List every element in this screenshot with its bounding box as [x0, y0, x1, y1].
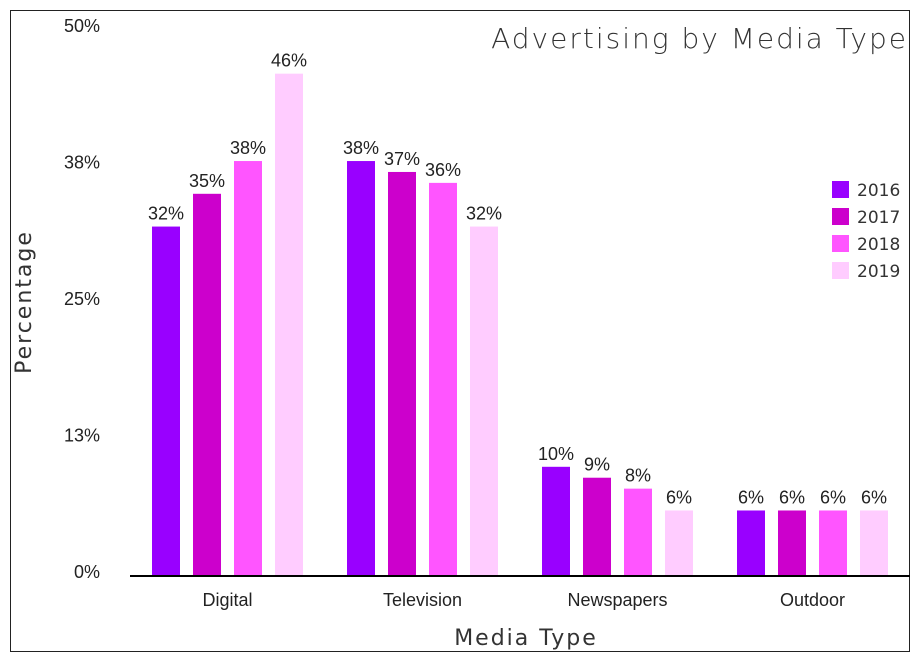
data-label: 6%	[820, 487, 846, 507]
data-labels: 32%35%38%46%38%37%36%32%10%9%8%6% 6% 6% 6% 6…	[148, 51, 887, 508]
legend-swatch-2019	[832, 262, 849, 279]
bar-newspapers-2019	[665, 510, 693, 576]
x-category-label: Television	[383, 590, 462, 610]
y-tick-label: 25%	[64, 289, 100, 309]
legend-swatch-2017	[832, 208, 849, 225]
bar-outdoor-2019	[860, 510, 888, 576]
data-label: 38%	[230, 138, 266, 158]
x-category-label: Newspapers	[567, 590, 667, 610]
legend: 2016 2017 2018 2019	[832, 181, 900, 282]
data-label: 6%	[666, 487, 692, 507]
x-axis-title: Media Type	[454, 626, 598, 651]
data-label: 36%	[425, 160, 461, 180]
bar-television-2018	[429, 182, 457, 576]
x-category-label: Outdoor	[780, 590, 845, 610]
data-label: 10%	[538, 444, 574, 464]
legend-swatch-2018	[832, 235, 849, 252]
data-label: 6%	[738, 487, 764, 507]
bar-newspapers-2018	[624, 488, 652, 576]
y-tick-label: 50%	[64, 16, 100, 36]
bar-television-2017	[388, 171, 416, 576]
y-axis-title: Percentage	[12, 230, 37, 374]
legend-swatch-2016	[832, 181, 849, 198]
bar-outdoor-2017	[778, 510, 806, 576]
data-label: 32%	[148, 204, 184, 224]
data-label: 6%	[779, 487, 805, 507]
bar-digital-2017	[193, 193, 221, 577]
data-label: 6%	[861, 487, 887, 507]
y-axis-ticks: 0% 13% 25% 38% 50%	[64, 16, 100, 582]
bar-outdoor-2016	[737, 510, 765, 576]
bar-outdoor-2018	[819, 510, 847, 576]
y-tick-label: 0%	[74, 562, 100, 582]
x-category-label: Digital	[202, 590, 252, 610]
data-label: 38%	[343, 138, 379, 158]
bar-newspapers-2017	[583, 477, 611, 576]
data-label: 8%	[625, 466, 651, 486]
bar-television-2019	[470, 226, 498, 576]
bar-newspapers-2016	[542, 466, 570, 576]
data-label: 35%	[189, 171, 225, 191]
y-tick-label: 13%	[64, 426, 100, 446]
legend-label: 2018	[857, 235, 900, 255]
data-label: 32%	[466, 204, 502, 224]
data-label: 37%	[384, 149, 420, 169]
legend-label: 2019	[857, 262, 900, 282]
chart-title: Advertising by Media Type	[491, 22, 908, 55]
data-label: 9%	[584, 455, 610, 475]
y-tick-label: 38%	[64, 153, 100, 173]
data-label: 46%	[271, 51, 307, 71]
legend-label: 2016	[857, 181, 900, 201]
bars	[152, 73, 888, 577]
legend-label: 2017	[857, 208, 900, 228]
bar-television-2016	[347, 161, 375, 577]
x-axis-categories: Digital Television Newspapers Outdoor	[202, 590, 845, 610]
bar-digital-2016	[152, 226, 180, 576]
bar-digital-2018	[234, 161, 262, 577]
bar-digital-2019	[275, 73, 303, 577]
